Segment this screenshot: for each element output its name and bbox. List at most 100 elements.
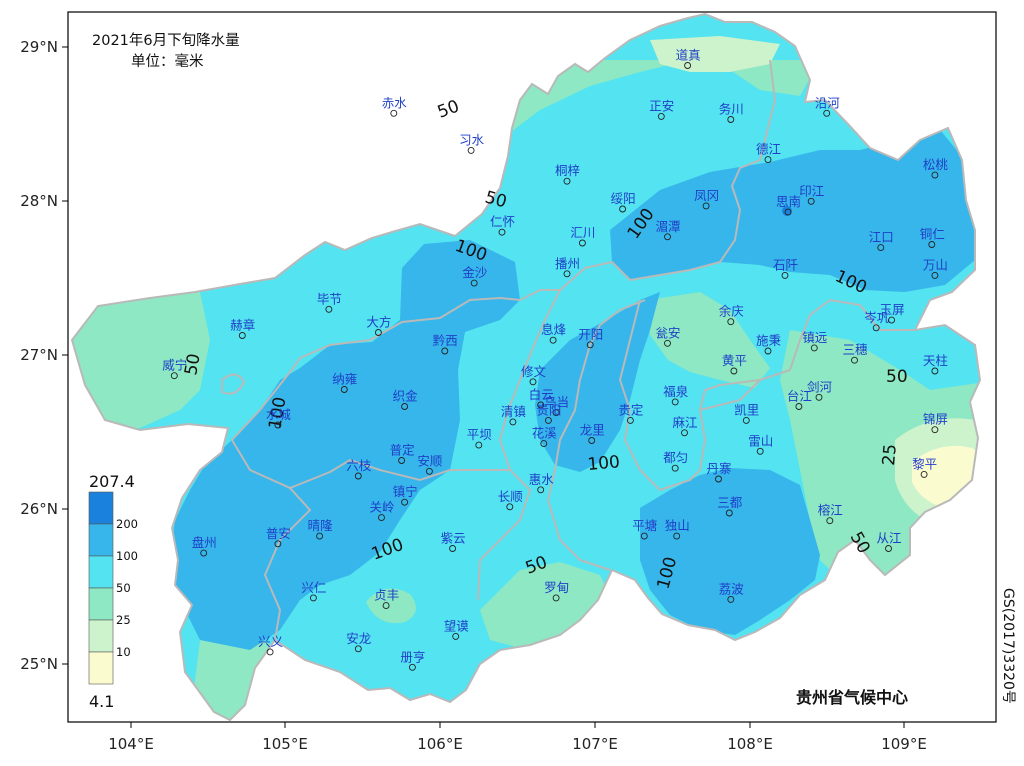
station-marker: [931, 367, 939, 375]
station-label: 黎平: [912, 456, 937, 471]
station-marker: [170, 372, 178, 380]
station-marker: [552, 409, 560, 417]
station-marker: [727, 595, 735, 603]
station-marker: [931, 426, 939, 434]
station-label: 玉屏: [880, 302, 905, 317]
station-marker: [309, 594, 317, 602]
legend-swatch-100-200: [88, 523, 114, 557]
lon-tick-label: 109°E: [881, 735, 927, 753]
station-marker: [401, 498, 409, 506]
station-label: 汇川: [570, 225, 595, 240]
station-marker: [810, 344, 818, 352]
station-label: 贵阳: [536, 402, 561, 417]
station-marker: [626, 416, 634, 424]
station-label: 修文: [521, 364, 547, 379]
station-marker: [784, 208, 792, 216]
station-label: 安顺: [417, 453, 442, 468]
station-marker: [727, 116, 735, 123]
station-marker: [475, 441, 483, 449]
map-title: 2021年6月下旬降水量: [92, 32, 240, 49]
lat-tick-labels: 29°N 28°N 27°N 26°N 25°N: [20, 38, 58, 673]
prefecture-boundary-1: [231, 289, 560, 441]
station-label: 兴义: [258, 634, 284, 649]
station-marker: [877, 244, 885, 252]
lat-tick-label: 25°N: [20, 655, 58, 673]
station-label: 紫云: [441, 531, 466, 546]
station-marker: [378, 514, 385, 522]
station-label: 平塘: [632, 518, 657, 533]
legend-level-label: 50: [116, 581, 131, 595]
station-marker: [467, 146, 475, 154]
station-label: 乌当: [544, 395, 569, 410]
legend-max-label: 207.4: [89, 472, 135, 491]
station-label: 铜仁: [920, 227, 945, 242]
station-marker: [537, 401, 545, 409]
station-label: 三都: [717, 495, 743, 510]
station-marker: [826, 517, 834, 525]
station-label: 贞丰: [374, 588, 399, 603]
prefecture-boundary-4: [231, 439, 312, 641]
station-label: 印江: [799, 183, 824, 198]
field-gt200-sinan: [782, 206, 792, 216]
station-label: 万山: [923, 257, 948, 272]
station-marker: [552, 594, 560, 602]
station-marker: [673, 532, 681, 540]
station-label: 正安: [649, 98, 674, 113]
axis-ticks: [62, 46, 905, 728]
station-marker: [742, 416, 750, 424]
station-label: 务川: [719, 102, 744, 117]
station-label: 道真: [676, 48, 701, 63]
station-marker: [266, 648, 274, 656]
station-label: 桐梓: [555, 163, 580, 178]
lon-tick-label: 106°E: [417, 735, 463, 753]
station-label: 盘州: [192, 535, 217, 550]
station-marker: [509, 418, 517, 426]
station-marker: [888, 316, 896, 324]
station-marker: [540, 440, 548, 448]
station-label: 岑巩: [864, 310, 890, 325]
station-marker: [470, 279, 478, 287]
station-marker: [354, 645, 362, 653]
station-marker: [238, 332, 246, 339]
prefecture-boundary-5: [289, 458, 510, 489]
station-label: 纳雍: [332, 372, 357, 387]
station-label: 黔西: [433, 333, 458, 348]
station-marker: [671, 398, 679, 406]
legend-level-label: 10: [116, 645, 131, 659]
station-label: 关岭: [370, 500, 395, 515]
station-label: 镇远: [802, 330, 828, 345]
station-marker: [928, 241, 936, 248]
station-marker: [452, 632, 460, 640]
station-marker: [807, 197, 815, 205]
station-label: 贵定: [618, 402, 643, 417]
station-label: 仁怀: [490, 214, 515, 229]
station-marker: [588, 437, 596, 444]
station-label: 绥阳: [611, 191, 636, 206]
station-marker: [586, 341, 594, 349]
station-label: 都匀: [663, 450, 688, 465]
station-marker: [684, 62, 692, 69]
station-marker: [664, 339, 671, 347]
station-marker: [920, 470, 928, 478]
station-marker: [851, 356, 858, 364]
station-marker: [885, 545, 892, 552]
prefecture-boundary-7: [546, 299, 646, 571]
station-marker: [537, 486, 545, 494]
lon-tick-label: 105°E: [262, 735, 308, 753]
station-marker: [398, 457, 406, 464]
station-marker: [815, 393, 823, 401]
station-label: 石阡: [773, 257, 798, 272]
station-label: 余庆: [719, 304, 745, 319]
station-marker: [640, 532, 648, 540]
station-marker: [506, 503, 514, 511]
province-boundary: [70, 12, 982, 722]
legend-swatch-25-50: [88, 587, 114, 621]
legend-level-label: 25: [116, 613, 131, 627]
station-label: 望谟: [444, 618, 470, 633]
station-marker: [441, 347, 449, 355]
legend-swatch-lt10: [88, 651, 114, 685]
station-label: 播州: [555, 256, 580, 271]
station-label: 三穗: [843, 342, 869, 357]
legend-swatch-10-25: [88, 619, 114, 653]
